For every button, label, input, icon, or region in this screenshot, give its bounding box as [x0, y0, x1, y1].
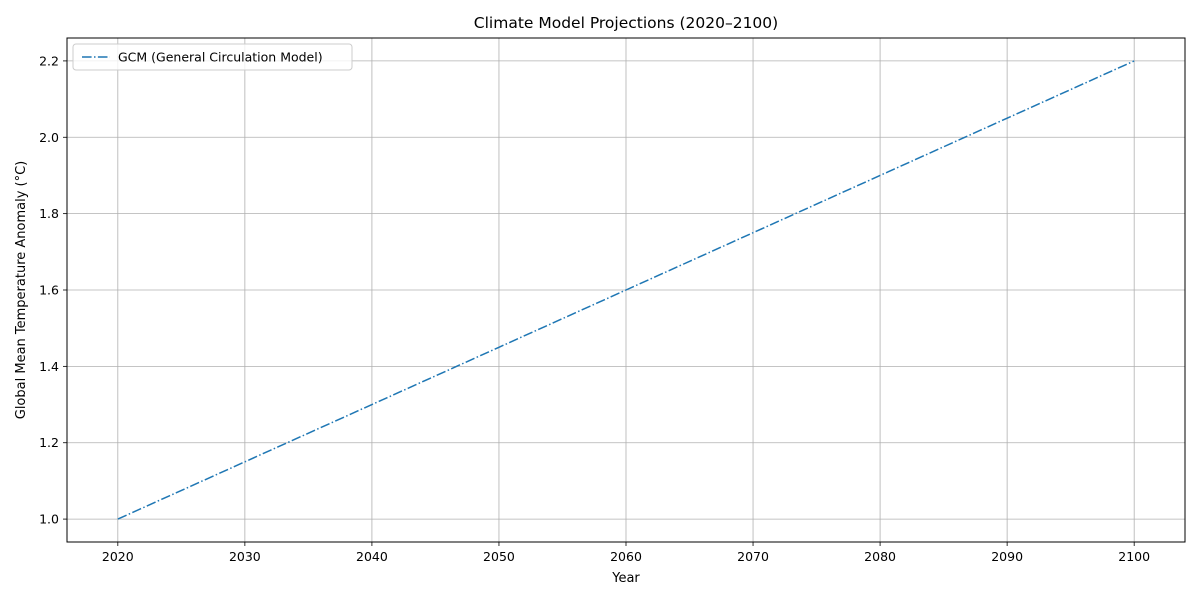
- series-layer: [117, 60, 1135, 520]
- x-tick-label: 2040: [356, 549, 388, 564]
- y-tick-label: 1.0: [39, 512, 59, 527]
- x-tick-label: 2080: [864, 549, 896, 564]
- axis-ticks: 2020 2030 2040 2050 2060 2070 2080 2090 2100 1.0 1…: [39, 53, 1150, 564]
- chart-title: Climate Model Projections (2020–2100): [474, 14, 778, 32]
- series-line-gcm: [117, 60, 1135, 520]
- x-axis-label: Year: [611, 571, 640, 586]
- y-tick-label: 1.2: [39, 435, 59, 450]
- legend-box: [72, 43, 353, 71]
- y-axis-label: Global Mean Temperature Anomaly (°C): [14, 161, 29, 420]
- legend-label-gcm: GCM (General Circulation Model): [118, 50, 323, 65]
- y-tick-label: 1.4: [39, 359, 59, 374]
- y-tick-label: 2.0: [39, 130, 59, 145]
- legend: GCM (General Circulation Model): [72, 43, 353, 71]
- x-tick-label: 2070: [737, 549, 769, 564]
- y-tick-label: 1.6: [39, 283, 59, 298]
- x-tick-label: 2030: [229, 549, 261, 564]
- x-tick-label: 2090: [991, 549, 1023, 564]
- y-tick-label: 1.8: [39, 206, 59, 221]
- x-tick-label: 2100: [1118, 549, 1150, 564]
- x-tick-label: 2060: [610, 549, 642, 564]
- x-tick-label: 2050: [483, 549, 515, 564]
- y-tick-label: 2.2: [39, 53, 59, 68]
- x-tick-label: 2020: [102, 549, 134, 564]
